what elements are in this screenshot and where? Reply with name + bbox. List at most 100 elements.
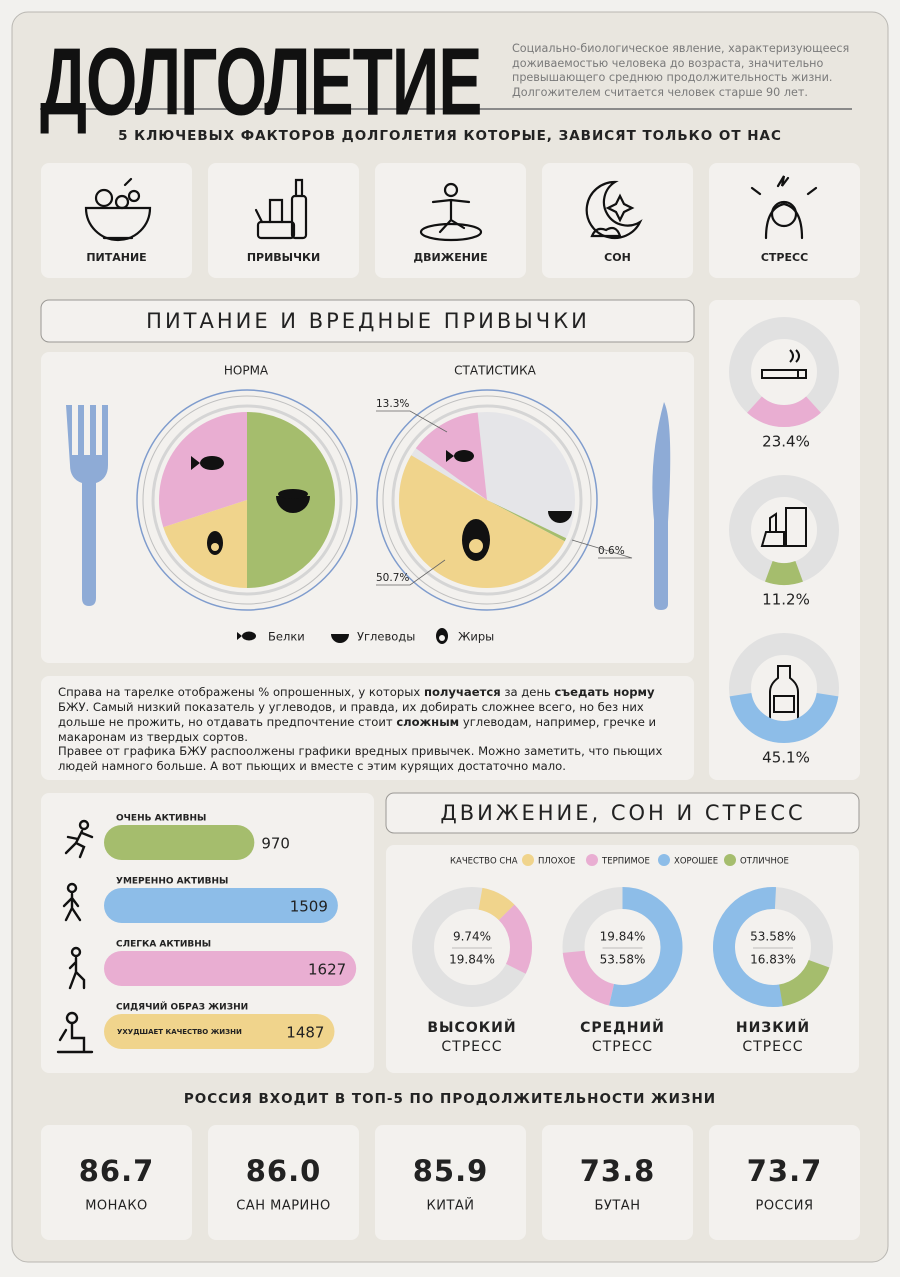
gauge-arc <box>729 692 839 743</box>
leader-line <box>571 539 633 559</box>
section-header <box>40 299 695 343</box>
gauge-label: 23.4% <box>762 433 810 451</box>
bar <box>104 825 255 860</box>
bar <box>104 951 357 986</box>
legend-swatch <box>586 854 598 866</box>
donut-slice <box>498 904 532 974</box>
text-run: за день <box>500 685 555 699</box>
country-name: БУТАН <box>595 1199 641 1214</box>
donut-label: 9.74% <box>453 930 491 944</box>
leader-line <box>376 559 446 586</box>
pie-slice <box>158 412 247 528</box>
country-value: 73.8 <box>580 1154 656 1188</box>
dynamic: ПИТАНИЕ ПРИВЫЧКИ ДВИЖЕНИЕ СОН СТРЕСС Белки Угл… <box>79 251 839 1214</box>
factor-label: СТРЕСС <box>761 251 808 264</box>
donut-label: 16.83% <box>750 953 796 967</box>
gauge-arc <box>765 560 803 585</box>
donut-slice <box>713 887 784 1007</box>
factors-title: 5 КЛЮЧЕВЫХ ФАКТОРОВ ДОЛГОЛЕТИЯ КОТОРЫЕ, … <box>118 128 782 144</box>
donut-title: ВЫСОКИЙ <box>427 1019 516 1036</box>
gauge-arc <box>747 396 821 427</box>
legend-swatch <box>658 854 670 866</box>
donut-title: СТРЕСС <box>441 1039 502 1055</box>
legend-label: ПЛОХОЕ <box>538 857 575 867</box>
donut-label: 19.84% <box>449 953 495 967</box>
pie-slice <box>163 500 247 588</box>
text-card <box>41 676 694 780</box>
text-run: Правее от графика БЖУ распоолжены график… <box>58 744 663 773</box>
factor-label: ПРИВЫЧКИ <box>247 251 320 264</box>
page-title: ДОЛГОЛЕТИЕ <box>40 27 482 135</box>
bar-value: 970 <box>261 835 290 853</box>
donut-slice <box>562 950 615 1006</box>
legend-label: ТЕРПИМОЕ <box>601 857 650 867</box>
paragraph: Правее от графика БЖУ распоолжены график… <box>58 744 680 774</box>
bar-category: ОЧЕНЬ АКТИВНЫ <box>116 814 206 824</box>
section-title: ПИТАНИЕ И ВРЕДНЫЕ ПРИВЫЧКИ <box>146 309 590 333</box>
countries-title: РОССИЯ ВХОДИТ В ТОП-5 ПО ПРОДОЛЖИТЕЛЬНОС… <box>184 1091 716 1107</box>
country-cards <box>41 1125 860 1240</box>
legend-label: Углеводы <box>357 630 415 644</box>
country-value: 86.0 <box>246 1154 322 1188</box>
donut-label: 53.58% <box>600 953 646 967</box>
donut-title: НИЗКИЙ <box>736 1019 810 1036</box>
section-title: ДВИЖЕНИЕ, СОН И СТРЕСС <box>440 801 805 825</box>
country-name: МОНАКО <box>85 1199 148 1214</box>
bar <box>104 888 338 923</box>
country-value: 85.9 <box>413 1154 489 1188</box>
country-name: РОССИЯ <box>756 1199 814 1214</box>
legend-label: Белки <box>268 630 305 644</box>
legend-label: ХОРОШЕЕ <box>674 857 718 867</box>
country-value: 73.7 <box>747 1154 823 1188</box>
text-run: БЖУ. Самый низкий показатель у углеводов… <box>58 700 644 729</box>
country-name: САН МАРИНО <box>236 1199 331 1214</box>
gauge-label: 45.1% <box>762 749 810 767</box>
activity-card <box>41 793 374 1073</box>
pie-label: 13.3% <box>376 398 409 410</box>
bar-category: СЛЕГКА АКТИВНЫ <box>116 940 211 950</box>
legend-title: КАЧЕСТВО СНА <box>450 857 518 867</box>
factor-label: СОН <box>604 251 631 264</box>
text-run: съедать норму <box>554 685 655 699</box>
pie-label: 50.7% <box>376 572 409 584</box>
gauge-label: 11.2% <box>762 591 810 609</box>
donut-label: 53.58% <box>750 930 796 944</box>
pie-slice <box>487 500 567 542</box>
factor-icons <box>84 175 818 242</box>
chart-title: СТАТИСТИКА <box>454 364 536 378</box>
country-value: 86.7 <box>79 1154 155 1188</box>
donut-title: СТРЕСС <box>742 1039 803 1055</box>
legend-swatch <box>522 854 534 866</box>
factor-label: ПИТАНИЕ <box>86 251 146 264</box>
bar-category: УМЕРЕННО АКТИВНЫ <box>116 877 228 887</box>
section-header <box>385 792 860 834</box>
donut-title: СТРЕСС <box>592 1039 653 1055</box>
activity-icons <box>56 819 94 1054</box>
chart-title: НОРМА <box>224 364 269 378</box>
bar-note: УХУДШАЕТ КАЧЕСТВО ЖИЗНИ <box>117 1028 242 1036</box>
text-run: Справа на тарелке отображены % опрошенны… <box>58 685 424 699</box>
donut-slice <box>478 887 515 921</box>
legend-label: Жиры <box>458 630 494 644</box>
legend-label: ОТЛИЧНОЕ <box>740 857 789 867</box>
donut-title: СРЕДНИЙ <box>580 1019 665 1036</box>
bar <box>104 1014 335 1049</box>
donut-label: 19.84% <box>600 930 646 944</box>
legend-swatch <box>724 854 736 866</box>
bar-value: 1627 <box>308 961 346 979</box>
country-name: КИТАЙ <box>426 1198 474 1214</box>
leader-line <box>376 410 448 433</box>
food-icons <box>191 450 572 644</box>
text-run: углеводам, например, гречке и макаронам … <box>58 715 657 744</box>
bar-value: 1487 <box>286 1024 324 1042</box>
description: Социально-биологическое явление, характе… <box>512 42 850 99</box>
factor-cards <box>41 163 860 278</box>
donut-slice <box>778 959 830 1007</box>
factor-label: ДВИЖЕНИЕ <box>413 251 487 264</box>
text-run: получается <box>423 685 501 699</box>
text-run: сложным <box>396 715 460 729</box>
bar-category: СИДЯЧИЙ ОБРАЗ ЖИЗНИ <box>116 1001 248 1013</box>
